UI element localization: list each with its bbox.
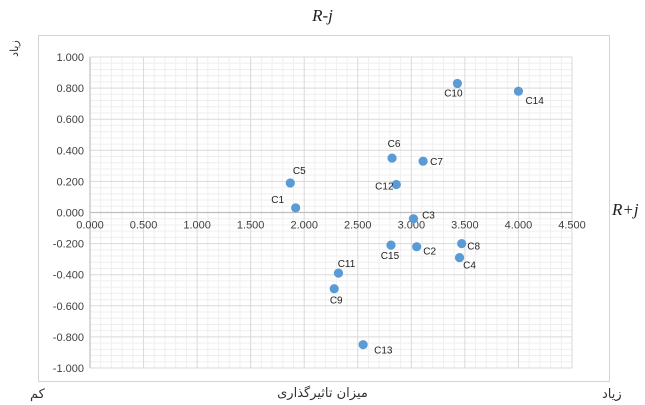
- x-tick-label: 3.000: [398, 220, 426, 232]
- data-point-c4: [454, 252, 465, 263]
- y-tick-label: 0.800: [56, 83, 84, 95]
- data-point-c12: [391, 179, 401, 190]
- y-tick-label: 0.400: [56, 145, 84, 157]
- y-tick-label: -0.400: [53, 270, 84, 282]
- y-tick-label: 0.200: [56, 176, 84, 188]
- y-tick-label: -0.800: [53, 332, 84, 344]
- data-point-c9: [329, 284, 339, 294]
- data-point-c11: [333, 268, 344, 278]
- x-tick-label: 3.500: [451, 220, 479, 232]
- point-label-c8: C8: [467, 242, 480, 253]
- x-axis-label: میزان تاثیرگذاری: [277, 386, 368, 401]
- point-label-c11: C11: [338, 259, 356, 270]
- point-label-c10: C10: [444, 88, 463, 99]
- point-label-c3: C3: [422, 211, 435, 222]
- data-point-c6: [387, 153, 397, 163]
- point-label-c2: C2: [423, 247, 436, 258]
- data-point-c14: [513, 86, 524, 96]
- y-tick-label: 0.000: [56, 208, 84, 220]
- point-label-c9: C9: [330, 296, 343, 307]
- data-point-c10: [452, 78, 462, 89]
- point-label-c15: C15: [381, 251, 400, 262]
- x-tick-label: 2.500: [344, 220, 372, 232]
- point-label-c1: C1: [271, 195, 284, 206]
- point-label-c7: C7: [430, 157, 443, 168]
- chart-title-top: R-j: [312, 6, 333, 25]
- x-low-label: کم: [30, 387, 45, 402]
- y-tick-label: -1.000: [53, 363, 84, 375]
- point-label-c12: C12: [375, 182, 394, 193]
- data-point-c2: [412, 242, 422, 252]
- point-label-c13: C13: [374, 346, 393, 357]
- data-point-c7: [418, 156, 428, 166]
- point-label-c5: C5: [293, 166, 306, 177]
- data-point-c5: [285, 178, 295, 188]
- x-tick-label: 0.000: [76, 220, 104, 232]
- x-tick-label: 2.000: [290, 220, 318, 232]
- x-tick-label: 4.000: [505, 220, 533, 232]
- y-tick-label: -0.200: [53, 239, 84, 251]
- y-tick-label: 0.600: [56, 114, 84, 126]
- point-label-c4: C4: [463, 261, 476, 272]
- data-point-c8: [457, 239, 467, 249]
- y-high-label: زیاد: [7, 40, 21, 57]
- x-tick-label: 0.500: [130, 220, 158, 232]
- point-label-c14: C14: [525, 96, 544, 107]
- x-high-label: زیاد: [602, 387, 622, 402]
- data-point-c1: [291, 203, 301, 213]
- x-tick-label: 4.500: [558, 220, 586, 232]
- chart-title-right: R+j: [612, 200, 639, 219]
- data-point-c13: [358, 340, 368, 350]
- point-label-c6: C6: [388, 139, 401, 150]
- y-tick-label: 1.000: [56, 52, 84, 64]
- data-point-c3: [408, 214, 419, 224]
- x-tick-label: 1.500: [237, 220, 265, 232]
- y-tick-label: -0.600: [53, 301, 84, 313]
- data-point-c15: [386, 240, 396, 250]
- x-tick-label: 1.000: [183, 220, 211, 232]
